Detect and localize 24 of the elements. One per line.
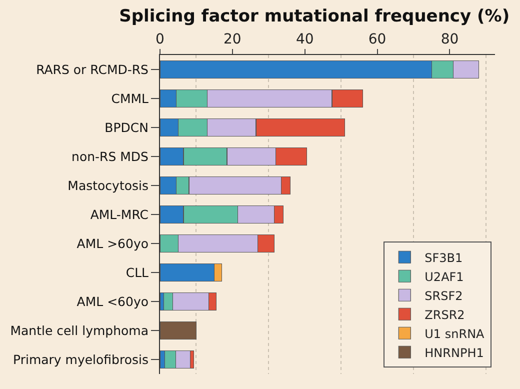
x-tick-label: 80 (440, 31, 459, 48)
y-tick-label: non-RS MDS (72, 148, 149, 164)
x-tick-label: 0 (156, 31, 164, 48)
legend-label: SRSF2 (424, 288, 463, 303)
y-tick-label: CMML (111, 90, 149, 106)
y-tick-label: Mastocytosis (68, 178, 148, 193)
x-tick-label: 60 (368, 31, 386, 48)
y-tick-label: CLL (126, 264, 149, 280)
bar (160, 322, 197, 340)
chart-title: Splicing factor mutational frequency (%) (119, 6, 510, 27)
legend-label: HNRNPH1 (424, 346, 484, 360)
y-tick-label: RARS or RCMD-RS (36, 62, 149, 77)
y-tick-label: Mantle cell lymphoma (10, 322, 148, 338)
legend-label: SF3B1 (424, 250, 463, 265)
y-tick-label: AML-MRC (90, 206, 149, 222)
y-tick-label: Primary myelofibrosis (13, 352, 148, 367)
legend-label: U2AF1 (424, 270, 464, 284)
y-tick-label: AML >60yo (76, 236, 148, 251)
x-tick-label: 20 (224, 31, 242, 48)
y-tick-label: BPDCN (104, 120, 148, 135)
legend-label: ZRSR2 (424, 308, 465, 322)
y-tick-label: AML <60yo (76, 294, 148, 309)
x-tick-label: 40 (296, 31, 314, 48)
legend-label: U1 snRNA (424, 326, 486, 341)
